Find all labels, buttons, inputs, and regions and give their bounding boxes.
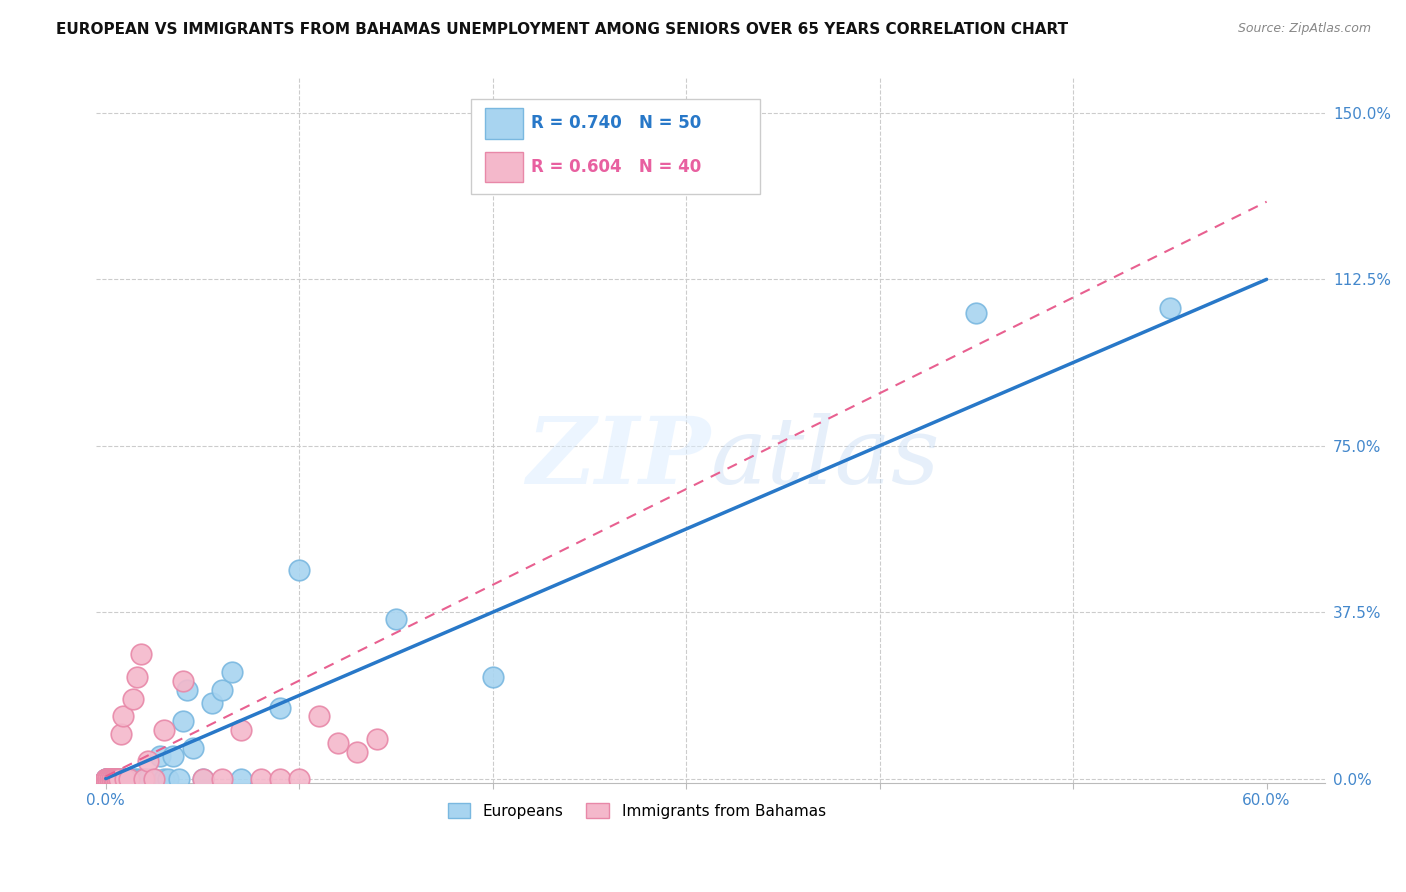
Point — [249, 772, 271, 786]
Point — [143, 772, 166, 786]
Point — [98, 772, 121, 786]
Point — [114, 772, 136, 786]
Point — [103, 772, 125, 786]
Point — [125, 669, 148, 683]
Point — [100, 772, 122, 786]
Point — [269, 772, 291, 786]
Point — [104, 772, 127, 786]
Text: atlas: atlas — [710, 414, 939, 503]
Point — [97, 772, 120, 786]
Point — [138, 754, 160, 768]
Point — [153, 772, 176, 786]
Point — [105, 772, 128, 786]
Point — [110, 727, 132, 741]
Point — [108, 772, 131, 786]
Point — [121, 691, 143, 706]
Point — [172, 714, 194, 728]
Point — [172, 673, 194, 688]
Point — [104, 772, 127, 786]
Point — [366, 731, 388, 746]
Point — [176, 682, 198, 697]
Point — [1159, 301, 1181, 316]
Point — [156, 772, 179, 786]
Point — [288, 772, 311, 786]
Point — [97, 772, 120, 786]
Point — [143, 772, 166, 786]
Point — [134, 772, 156, 786]
Point — [965, 305, 987, 319]
Point — [103, 772, 125, 786]
Point — [94, 772, 117, 786]
Point — [97, 772, 120, 786]
Point — [191, 772, 214, 786]
Point — [112, 709, 135, 723]
Point — [112, 772, 135, 786]
Point — [120, 772, 142, 786]
Point — [100, 772, 122, 786]
Point — [231, 723, 253, 737]
Point — [98, 772, 121, 786]
Point — [169, 772, 191, 786]
Text: ZIP: ZIP — [526, 414, 710, 503]
Point — [110, 772, 132, 786]
Point — [98, 772, 121, 786]
Legend: Europeans, Immigrants from Bahamas: Europeans, Immigrants from Bahamas — [441, 797, 832, 825]
Point — [481, 669, 503, 683]
Point — [129, 648, 152, 662]
Point — [98, 772, 121, 786]
Point — [100, 772, 122, 786]
Point — [346, 745, 368, 759]
Point — [115, 772, 138, 786]
Text: Source: ZipAtlas.com: Source: ZipAtlas.com — [1237, 22, 1371, 36]
Point — [269, 700, 291, 714]
Point — [94, 772, 117, 786]
Point — [211, 772, 233, 786]
Point — [129, 772, 152, 786]
Point — [191, 772, 214, 786]
Point — [104, 772, 127, 786]
Point — [108, 772, 131, 786]
Point — [103, 772, 125, 786]
Point — [162, 749, 184, 764]
Text: EUROPEAN VS IMMIGRANTS FROM BAHAMAS UNEMPLOYMENT AMONG SENIORS OVER 65 YEARS COR: EUROPEAN VS IMMIGRANTS FROM BAHAMAS UNEM… — [56, 22, 1069, 37]
Point — [100, 772, 122, 786]
Point — [105, 772, 128, 786]
Point — [104, 772, 127, 786]
Point — [153, 723, 176, 737]
Point — [103, 772, 125, 786]
Point — [114, 772, 136, 786]
Point — [326, 736, 349, 750]
Point — [94, 772, 117, 786]
Point — [97, 772, 120, 786]
Point — [94, 772, 117, 786]
Point — [124, 772, 146, 786]
Point — [134, 772, 156, 786]
Point — [385, 612, 408, 626]
Point — [98, 772, 121, 786]
Point — [201, 696, 224, 710]
Point — [308, 709, 330, 723]
Point — [97, 772, 120, 786]
Point — [118, 772, 141, 786]
Point — [138, 772, 160, 786]
Point — [125, 772, 148, 786]
Point — [105, 772, 128, 786]
Point — [231, 772, 253, 786]
Point — [105, 772, 128, 786]
Point — [97, 772, 120, 786]
Point — [118, 772, 141, 786]
Point — [288, 563, 311, 577]
Point — [211, 682, 233, 697]
Point — [181, 740, 204, 755]
Point — [94, 772, 117, 786]
Point — [94, 772, 117, 786]
Point — [149, 749, 172, 764]
Point — [221, 665, 243, 679]
Point — [108, 772, 131, 786]
Point — [108, 772, 131, 786]
